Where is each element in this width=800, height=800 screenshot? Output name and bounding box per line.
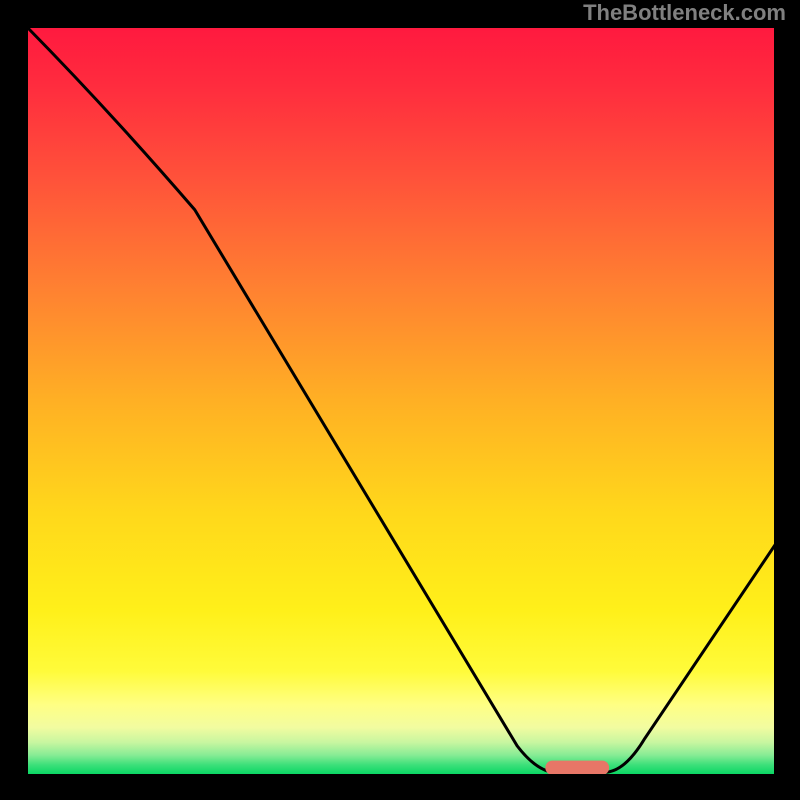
- gradient-background: [26, 26, 776, 776]
- bottleneck-chart: [0, 0, 800, 800]
- watermark-text: TheBottleneck.com: [583, 0, 786, 26]
- optimal-point-marker: [545, 761, 609, 775]
- chart-container: { "watermark": { "text": "TheBottleneck.…: [0, 0, 800, 800]
